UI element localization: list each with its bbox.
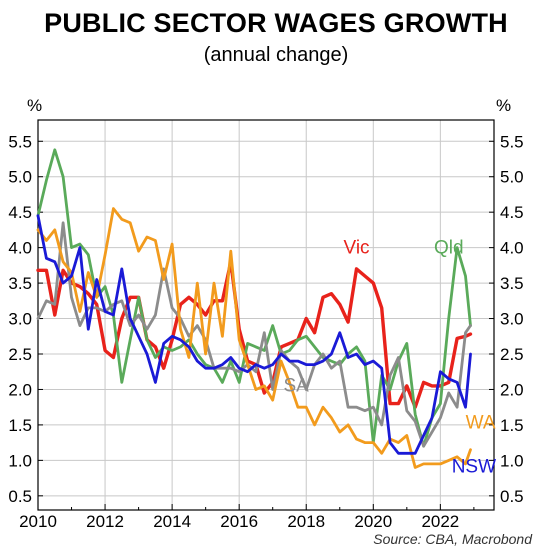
y-tick-label-left: 5.5 [8, 132, 32, 151]
x-tick-label: 2012 [86, 512, 124, 531]
y-tick-label-left: 1.0 [8, 451, 32, 470]
source-note: Source: CBA, Macrobond [373, 531, 533, 547]
series-line-sa [36, 221, 472, 448]
y-tick-label-right: 1.0 [500, 451, 524, 470]
y-unit-left: % [27, 96, 42, 115]
x-tick-label: 2014 [153, 512, 191, 531]
series-label-wa: WA [466, 412, 496, 433]
y-tick-label-right: 5.5 [500, 132, 524, 151]
series-line-wa [36, 207, 472, 469]
tick-labels: 0.5 0.5 1.0 1.0 1.5 1.5 2.0 2.0 2.5 2.5 3.0 3.0 3.5 3… [8, 132, 523, 531]
y-tick-label-left: 0.5 [8, 487, 32, 506]
series-label-nsw: NSW [452, 456, 496, 477]
y-tick-label-right: 3.0 [500, 310, 524, 329]
y-tick-label-right: 5.0 [500, 168, 524, 187]
series-lines [36, 148, 473, 469]
series-label-sa: SA [283, 376, 309, 397]
y-tick-label-right: 4.0 [500, 239, 524, 258]
y-tick-label-right: 1.5 [500, 416, 524, 435]
y-tick-label-left: 2.5 [8, 345, 32, 364]
x-tick-label: 2018 [287, 512, 325, 531]
y-tick-label-right: 3.5 [500, 274, 524, 293]
series-line-nsw [36, 214, 472, 455]
x-tick-label: 2022 [421, 512, 459, 531]
series-label-qld: Qld [434, 237, 464, 258]
y-tick-label-left: 1.5 [8, 416, 32, 435]
x-tick-label: 2016 [220, 512, 258, 531]
y-unit-right: % [496, 96, 511, 115]
chart-title: PUBLIC SECTOR WAGES GROWTH [44, 8, 508, 38]
x-tick-label: 2020 [354, 512, 392, 531]
chart-subtitle: (annual change) [203, 44, 349, 66]
y-tick-label-left: 3.0 [8, 310, 32, 329]
x-tick-label: 2010 [19, 512, 57, 531]
y-tick-label-left: 3.5 [8, 274, 32, 293]
y-tick-label-left: 4.0 [8, 239, 32, 258]
y-tick-label-left: 4.5 [8, 203, 32, 222]
y-tick-label-left: 2.0 [8, 380, 32, 399]
y-tick-label-right: 4.5 [500, 203, 524, 222]
y-tick-label-right: 2.5 [500, 345, 524, 364]
plot-frame [37, 119, 495, 511]
axis-ticks [37, 140, 494, 510]
series-annotations: Vic Qld SA WA NSW [283, 237, 496, 477]
y-tick-label-right: 2.0 [500, 380, 524, 399]
y-tick-label-right: 0.5 [500, 487, 524, 506]
y-tick-label-left: 5.0 [8, 168, 32, 187]
series-label-vic: Vic [343, 237, 369, 258]
gridlines [37, 120, 494, 510]
